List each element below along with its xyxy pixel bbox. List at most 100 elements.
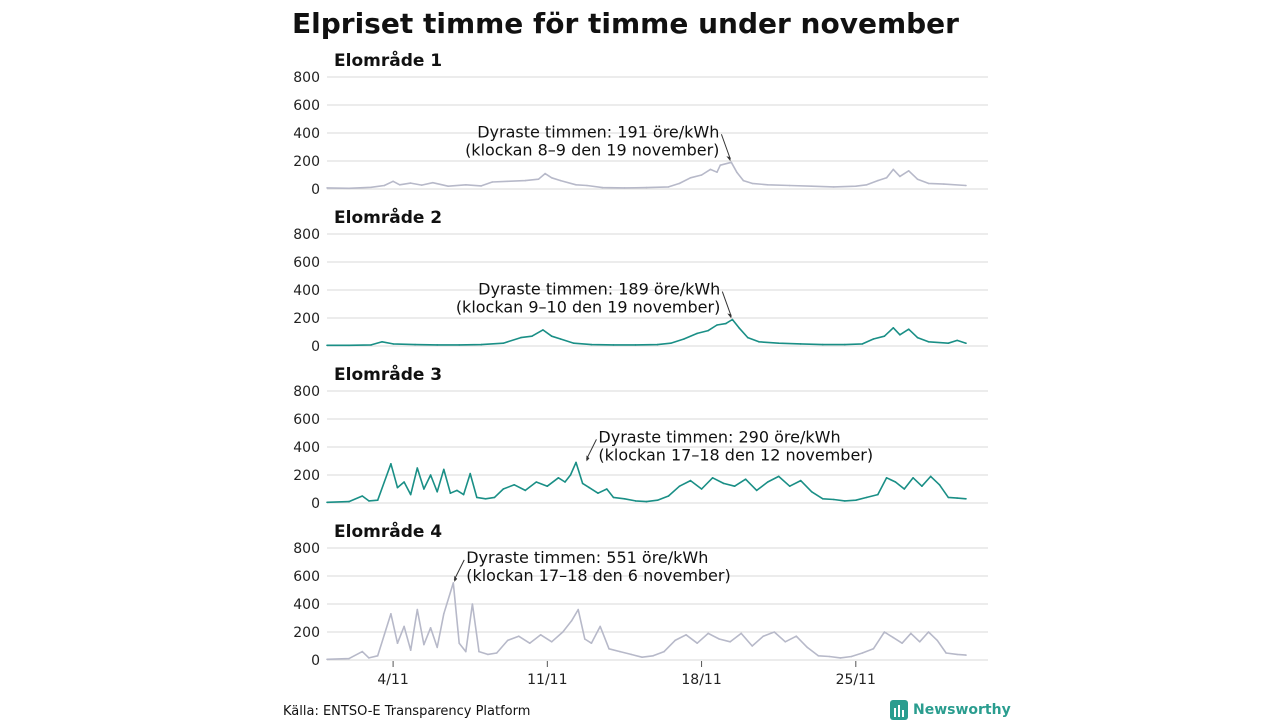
data-point	[965, 342, 967, 345]
annotation-line-2: (klockan 8–9 den 19 november)	[465, 140, 719, 159]
data-point	[719, 164, 722, 166]
data-point	[839, 657, 842, 659]
data-point	[810, 185, 813, 187]
data-point	[458, 344, 461, 346]
data-point	[965, 654, 967, 656]
data-point	[420, 184, 423, 186]
data-point	[550, 641, 553, 643]
y-tick-label: 400	[293, 440, 320, 456]
annotation-line-2: (klockan 17–18 den 12 november)	[598, 445, 873, 464]
data-point	[423, 643, 425, 646]
data-point	[899, 334, 901, 336]
data-point	[586, 184, 588, 187]
data-point	[581, 482, 584, 485]
data-point	[883, 631, 886, 633]
data-point	[844, 500, 846, 502]
data-point	[766, 481, 769, 483]
data-point	[368, 500, 370, 502]
y-tick-label: 800	[293, 227, 320, 243]
data-point	[396, 486, 399, 489]
data-point	[634, 500, 637, 502]
panel-title: Elområde 4	[334, 520, 442, 542]
data-point	[487, 653, 489, 656]
data-point	[491, 181, 494, 183]
data-point	[683, 338, 685, 340]
data-point	[588, 486, 590, 489]
data-point	[484, 498, 487, 500]
data-point	[877, 493, 879, 496]
data-point	[368, 657, 370, 659]
data-point	[777, 475, 780, 478]
data-point	[478, 650, 480, 653]
data-point	[348, 187, 350, 190]
data-point	[929, 475, 932, 478]
data-point	[738, 327, 740, 329]
data-point	[828, 655, 831, 658]
data-point	[817, 655, 820, 657]
data-point	[348, 657, 350, 660]
data-point	[866, 496, 868, 499]
data-point	[462, 493, 465, 496]
data-point	[361, 495, 364, 497]
data-point	[456, 489, 458, 492]
data-point	[956, 339, 958, 342]
data-point	[550, 177, 553, 179]
data-point	[927, 182, 930, 185]
data-point	[608, 648, 610, 650]
data-point	[517, 635, 520, 637]
data-point	[943, 183, 945, 185]
data-point	[557, 477, 560, 479]
data-point	[546, 485, 549, 488]
panel-title: Elområde 1	[334, 49, 442, 71]
annotation-line-2: (klockan 17–18 den 6 november)	[466, 566, 731, 585]
data-point	[716, 324, 718, 326]
data-point	[383, 184, 386, 187]
data-point	[956, 653, 958, 656]
data-point	[619, 650, 621, 653]
data-point	[513, 484, 516, 486]
data-point	[907, 328, 910, 331]
data-point	[432, 181, 434, 184]
data-point	[506, 639, 509, 642]
data-point	[641, 656, 643, 658]
data-point	[833, 498, 835, 501]
data-point	[689, 177, 692, 179]
data-point	[606, 488, 608, 490]
y-tick-label: 0	[311, 653, 320, 669]
data-point	[773, 631, 776, 633]
data-point	[584, 638, 586, 640]
data-point	[872, 648, 875, 650]
data-point	[623, 187, 626, 189]
annotation-arrow	[720, 134, 731, 160]
data-point	[326, 501, 328, 504]
series-line	[326, 461, 967, 504]
data-point	[872, 338, 875, 340]
annotation-arrow	[453, 559, 465, 581]
data-point	[795, 635, 798, 637]
data-point	[612, 496, 615, 499]
data-point	[947, 496, 950, 499]
data-point	[531, 335, 533, 338]
panel-2: Elområde 2 0 200 400 600 800 Dyraste timmen: 1…	[293, 206, 988, 355]
data-point	[447, 185, 450, 187]
data-point	[524, 489, 527, 492]
data-point	[799, 343, 802, 345]
data-point	[458, 642, 461, 644]
data-point	[901, 642, 903, 644]
y-tick-label: 800	[293, 70, 320, 86]
data-point	[822, 343, 824, 346]
chart-panels: Elområde 1 0 200 400 600 800 Dyraste timmen: 1…	[293, 49, 988, 669]
annotation-line-2: (klockan 9–10 den 19 november)	[456, 298, 721, 317]
data-point	[390, 613, 392, 615]
data-point	[751, 645, 753, 647]
data-point	[866, 184, 868, 186]
data-point	[700, 488, 703, 490]
data-point	[667, 186, 670, 188]
data-point	[707, 329, 709, 332]
panel-4: Elområde 4 0 200 400 600 800 Dyraste timmen: 5…	[293, 520, 988, 669]
y-tick-label: 200	[293, 625, 320, 641]
data-point	[762, 635, 765, 637]
y-tick-label: 600	[293, 98, 320, 114]
data-point	[575, 184, 577, 186]
data-point	[927, 341, 930, 343]
